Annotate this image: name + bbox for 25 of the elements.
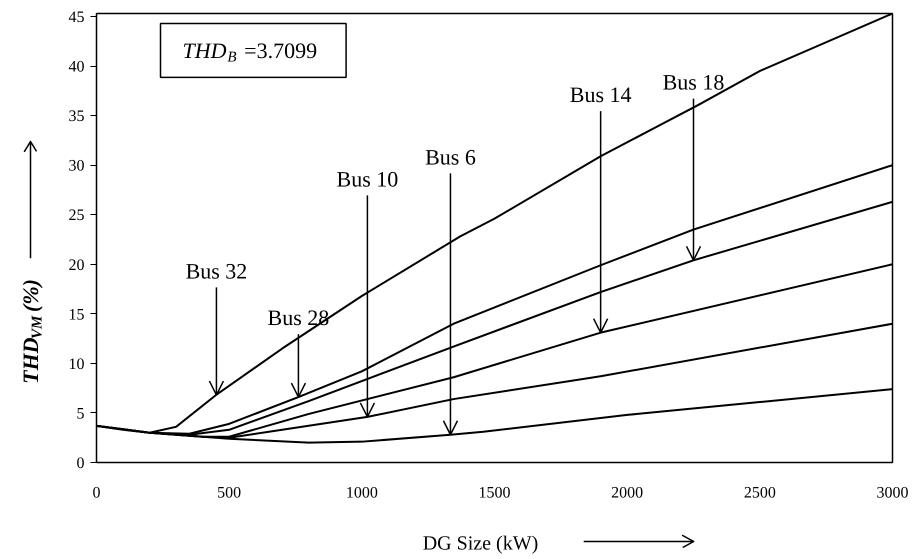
x-tick-label: 2000	[611, 484, 644, 502]
y-tick-label: 5	[76, 405, 84, 422]
y-tick-label: 25	[68, 207, 84, 224]
y-tick-label: 40	[68, 58, 84, 76]
x-tick-label: 500	[217, 484, 242, 502]
annotation: Bus 6	[425, 144, 476, 170]
annotation: Bus 14	[570, 82, 632, 108]
y-tick-label: 0	[76, 455, 84, 472]
y-tick-label: 20	[68, 256, 84, 274]
x-tick-label: 0	[92, 484, 100, 502]
y-tick-label: 10	[68, 356, 84, 373]
annotation: Bus 28	[268, 305, 330, 330]
x-tick-label: 2500	[744, 484, 776, 502]
x-axis-title: DG Size (kW)	[422, 532, 538, 554]
annotation: Bus 18	[662, 70, 724, 95]
x-tick-label: 1500	[478, 484, 510, 502]
x-tick-label: 1000	[346, 484, 378, 502]
y-tick-label: 30	[68, 158, 84, 175]
x-tick-label: 3000	[876, 484, 908, 502]
y-tick-label: 45	[68, 8, 84, 26]
y-axis-title: THDVM (%)	[18, 279, 46, 384]
annotation: Bus 32	[186, 258, 248, 284]
y-tick-label: 15	[68, 306, 84, 324]
annotation: Bus 10	[336, 166, 398, 192]
y-tick-label: 35	[68, 108, 84, 126]
